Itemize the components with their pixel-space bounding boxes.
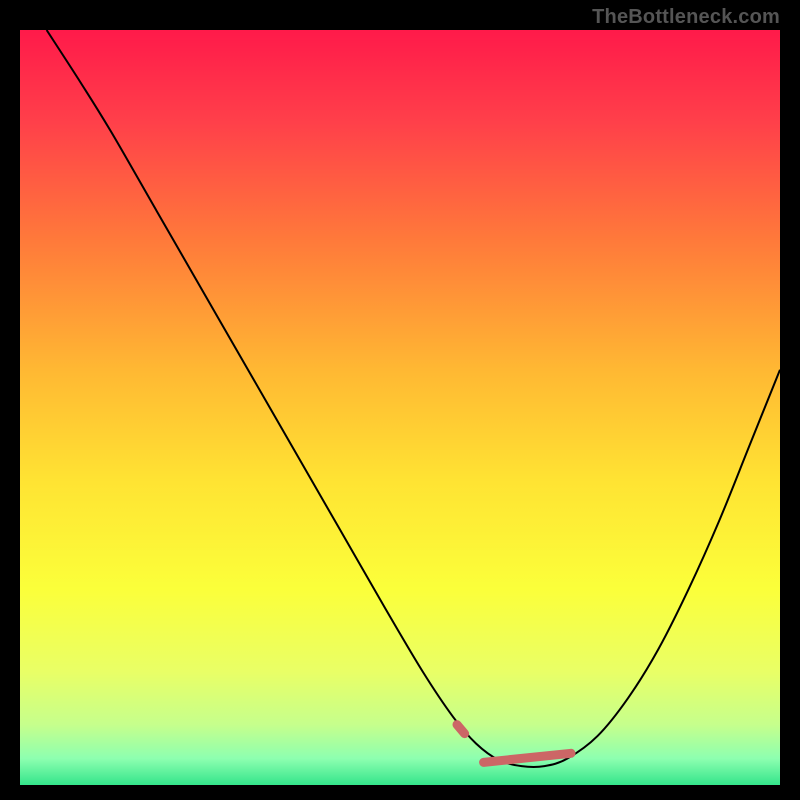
gradient-background <box>20 30 780 785</box>
watermark-text: TheBottleneck.com <box>592 6 780 29</box>
bottleneck-chart <box>0 0 800 800</box>
chart-container <box>0 0 800 800</box>
